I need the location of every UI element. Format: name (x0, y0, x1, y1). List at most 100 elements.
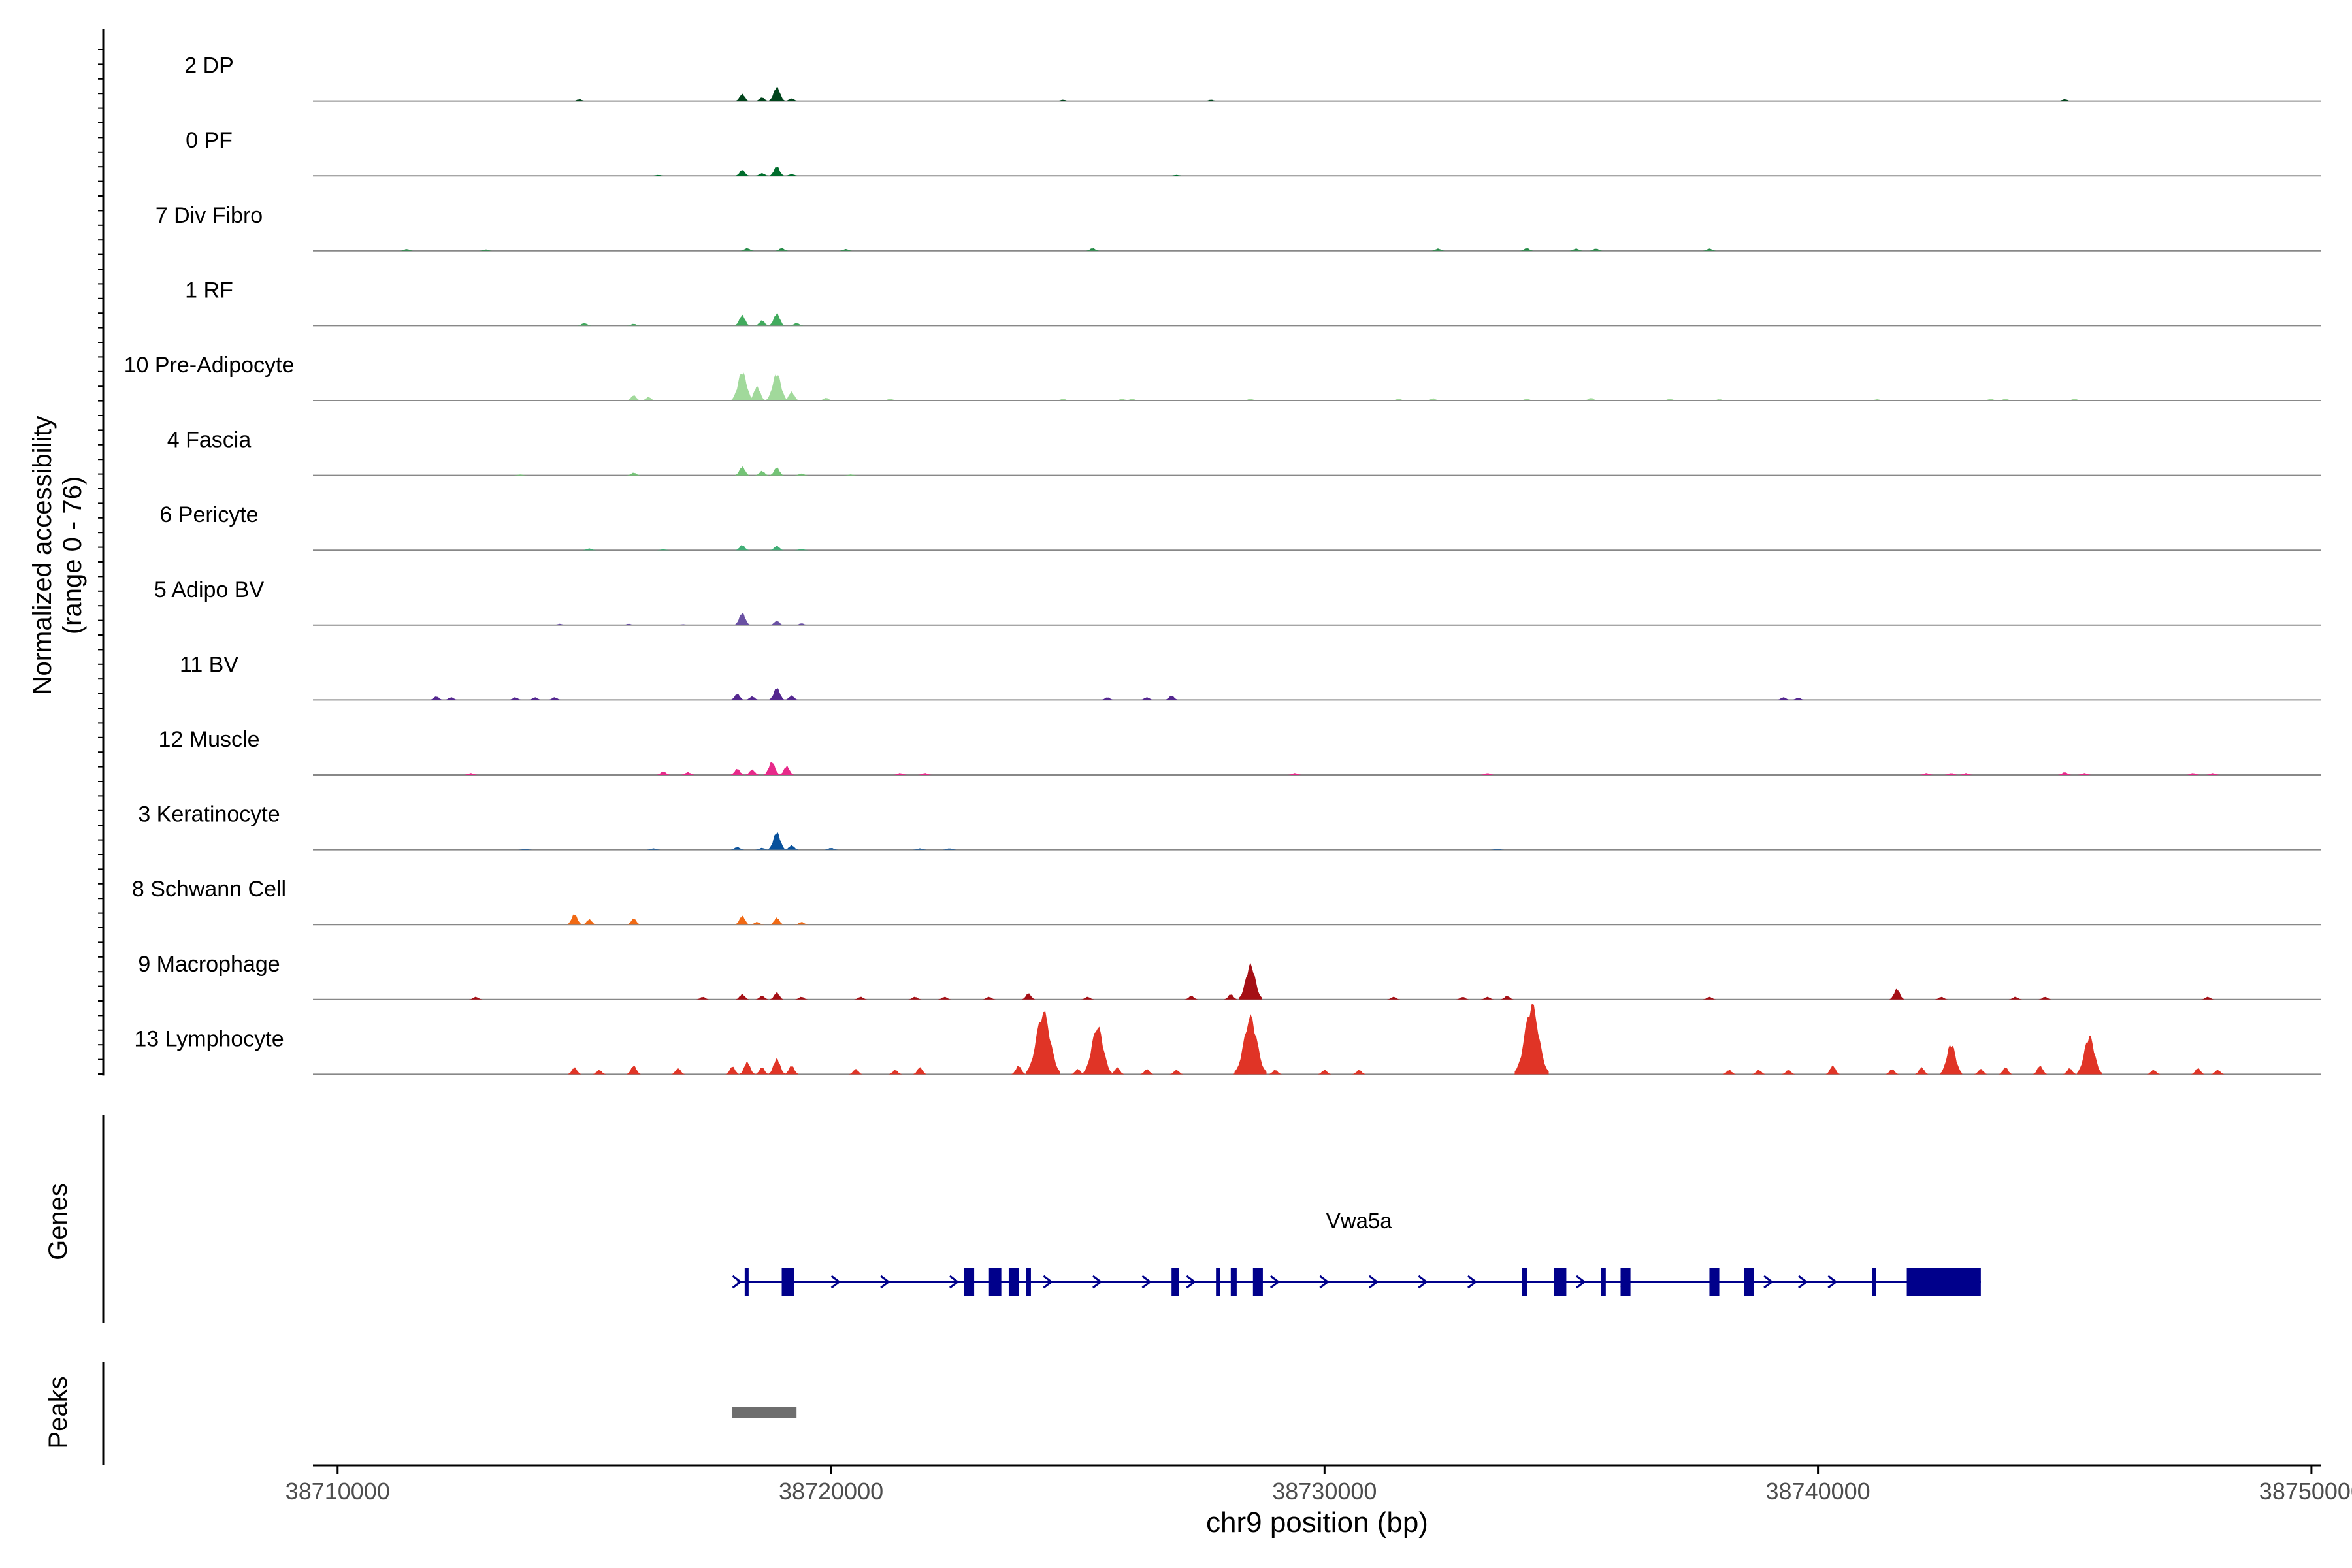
gene-exon (1171, 1268, 1179, 1296)
y-axis-label-line-2: (range 0 - 76) (58, 476, 87, 634)
track-label: 10 Pre-Adipocyte (124, 353, 295, 378)
coverage-peak (755, 97, 769, 101)
coverage-peak (1288, 773, 1302, 775)
coverage-peak (770, 546, 783, 551)
gene-strand-arrow (732, 1275, 743, 1289)
coverage-peak (2147, 1070, 2161, 1075)
y-axis-label: Normalized accessibility (range 0 - 76) (28, 416, 87, 695)
coverage-peak (1022, 993, 1036, 1000)
gene-strand-arrow (1418, 1275, 1428, 1289)
track-8: 5 Adipo BV (154, 578, 2321, 626)
coverage-peak (1776, 697, 1790, 700)
coverage-peak (1984, 399, 1997, 400)
coverage-peak (2077, 1036, 2102, 1075)
coverage-peak (1318, 1070, 1331, 1075)
track-6: 4 Fascia (167, 428, 2321, 476)
coverage-peak (770, 992, 783, 1000)
coverage-peak (1782, 1070, 1795, 1075)
coverage-peak (1935, 996, 1948, 1000)
gene-strand-arrow (1576, 1275, 1586, 1289)
coverage-peak (1101, 697, 1115, 700)
coverage-peak (785, 391, 799, 400)
coverage-peak (1944, 773, 1958, 775)
coverage-peak (548, 697, 562, 700)
coverage-peak (2078, 773, 2091, 775)
coverage-y-axis (98, 29, 105, 1076)
coverage-peak (627, 918, 640, 925)
coverage-peak (740, 1061, 755, 1075)
coverage-peak (1086, 248, 1100, 251)
coverage-peak (794, 623, 808, 625)
coverage-peak (671, 1068, 685, 1075)
coverage-peak (1825, 1065, 1840, 1075)
coverage-peak (1140, 697, 1154, 700)
coverage-peak (943, 848, 956, 850)
coverage-peak (1889, 988, 1904, 1000)
coverage-peak (839, 249, 853, 251)
coverage-peak (1244, 399, 1258, 400)
coverage-peak (479, 249, 493, 251)
track-13: 9 Macrophage (138, 952, 2321, 1000)
x-axis-tick-label: 38730000 (1272, 1478, 1377, 1505)
coverage-peak (735, 466, 749, 476)
gene-exon (1008, 1268, 1019, 1296)
coverage-peak (622, 623, 636, 625)
track-3: 7 Div Fibro (155, 203, 2321, 252)
coverage-peak (790, 323, 804, 326)
coverage-peak (750, 922, 764, 925)
gene-strand-arrow (1092, 1275, 1103, 1289)
coverage-peak (1071, 1069, 1085, 1075)
coverage-peak (1712, 399, 1726, 400)
coverage-peak (736, 994, 749, 1000)
coverage-peak (769, 313, 785, 326)
coverage-peak (1056, 399, 1070, 400)
coverage-peak (785, 845, 798, 850)
coverage-peak (770, 467, 784, 476)
track-label: 9 Macrophage (138, 952, 280, 977)
coverage-peak (2063, 1068, 2076, 1075)
coverage-peak (1392, 399, 1405, 400)
coverage-peak (768, 86, 785, 101)
coverage-peak (779, 766, 794, 775)
coverage-peak (938, 996, 951, 1000)
coverage-peak (1919, 773, 1933, 775)
peak-regions (732, 1407, 797, 1418)
coverage-peak (568, 1067, 581, 1075)
coverage-peak (1514, 1062, 1529, 1075)
track-label: 1 RF (185, 278, 233, 302)
track-4: 1 RF (185, 278, 2321, 327)
coverage-peak (849, 1069, 862, 1075)
coverage-peak (775, 248, 789, 251)
coverage-peak (755, 470, 769, 476)
track-label: 11 BV (180, 652, 238, 677)
coverage-peak (1184, 996, 1198, 1000)
coverage-peak (1940, 1045, 1963, 1075)
gene-exon (964, 1268, 975, 1296)
x-axis-tick-label: 38750000 (2259, 1478, 2352, 1505)
coverage-peak (2206, 773, 2219, 775)
coverage-peak (740, 248, 754, 251)
coverage-peak (1125, 399, 1139, 400)
coverage-peak (1959, 773, 1973, 775)
coverage-peak (1115, 399, 1129, 400)
coverage-peak (508, 697, 522, 700)
coverage-peak (825, 848, 838, 850)
coverage-peak (681, 772, 695, 775)
track-5: 10 Pre-Adipocyte (124, 353, 2321, 401)
coverage-peak (1165, 695, 1179, 700)
gene-strand-arrow (1186, 1275, 1196, 1289)
coverage-peak (769, 688, 785, 700)
coverage-peak (1169, 174, 1183, 176)
coverage-peak (745, 769, 759, 775)
coverage-peak (593, 1070, 606, 1075)
coverage-peak (1426, 398, 1440, 400)
coverage-peak (1703, 996, 1716, 1000)
coverage-peak (2058, 772, 2072, 775)
coverage-peak (736, 170, 749, 176)
gene-exon (1252, 1268, 1263, 1296)
coverage-peak (913, 1067, 926, 1075)
coverage-peak (2186, 773, 2200, 775)
genes-panel-label: Genes (44, 1183, 73, 1260)
gene-exon (1216, 1268, 1220, 1296)
